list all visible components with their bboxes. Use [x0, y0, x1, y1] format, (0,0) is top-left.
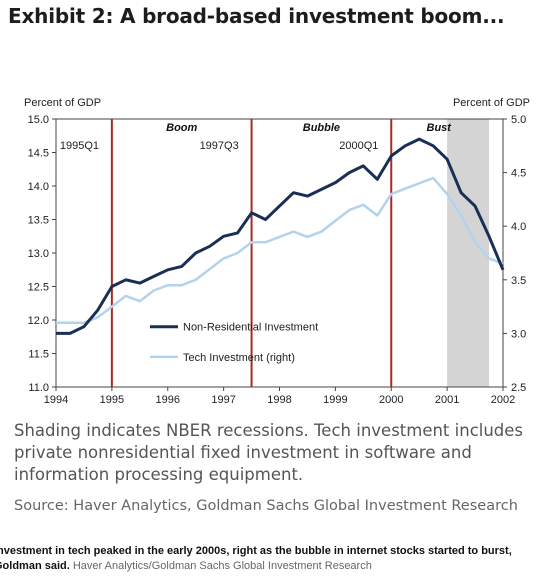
x-tick-label-1: 1995: [100, 394, 124, 406]
y-right-tick-label-0: 2.5: [511, 382, 526, 394]
y-right-tick-label-5: 5.0: [511, 114, 526, 126]
marker-label-0: 1995Q1: [60, 140, 99, 152]
y-right-tick-label-4: 4.5: [511, 168, 526, 180]
marker-label-1: 1997Q3: [200, 140, 239, 152]
legend-label-0: Non-Residential Investment: [183, 322, 318, 334]
investment-chart: 1995Q1 1997Q3 2000Q1 Boom Bubble Bust 1994 1995…: [24, 97, 530, 406]
y-left-tick-label-4: 13.0: [28, 248, 49, 260]
x-tick-label-8: 2002: [491, 394, 515, 406]
chart-source: Source: Haver Analytics, Goldman Sachs G…: [14, 498, 518, 514]
x-tick-label-2: 1996: [156, 394, 180, 406]
y-left-tick-label-6: 14.0: [28, 181, 49, 193]
caption-text: Investment in tech peaked in the early 2…: [0, 545, 512, 572]
x-tick-label-7: 2001: [435, 394, 459, 406]
exhibit-title: Exhibit 2: A broad-based investment boom…: [8, 4, 505, 28]
y-left-tick-label-3: 12.5: [28, 282, 49, 294]
y-right-tick-label-2: 3.5: [511, 275, 526, 287]
x-tick-label-5: 1999: [323, 394, 347, 406]
article-caption: Investment in tech peaked in the early 2…: [0, 544, 554, 574]
left-axis-label: Percent of GDP: [24, 97, 101, 109]
x-tick-label-3: 1997: [211, 394, 235, 406]
y-right-tick-label-3: 4.0: [511, 221, 526, 233]
tech-investment-line: [56, 176, 504, 324]
plot-frame: [55, 118, 504, 388]
legend-label-1: Tech Investment (right): [183, 352, 295, 364]
y-left-tick-label-1: 11.5: [28, 349, 49, 361]
phase-label-2: Bust: [427, 122, 453, 134]
marker-label-2: 2000Q1: [339, 140, 378, 152]
phase-label-0: Boom: [166, 122, 197, 134]
x-tick-label-6: 2000: [379, 394, 403, 406]
x-tick-label-0: 1994: [44, 394, 68, 406]
right-axis-label: Percent of GDP: [453, 97, 530, 109]
caption-credit: Haver Analytics/Goldman Sachs Global Inv…: [72, 560, 372, 572]
y-left-tick-label-0: 11.0: [28, 382, 49, 394]
phase-label-1: Bubble: [303, 122, 340, 134]
y-right-tick-label-1: 3.0: [511, 328, 526, 340]
recession-shading: [447, 119, 490, 387]
y-left-tick-label-5: 13.5: [28, 215, 49, 227]
y-left-tick-label-7: 14.5: [28, 148, 49, 160]
chart-note: Shading indicates NBER recessions. Tech …: [14, 421, 524, 484]
y-left-tick-label-2: 12.0: [28, 315, 49, 327]
nonresidential-investment-line: [56, 137, 505, 335]
x-tick-label-4: 1998: [267, 394, 291, 406]
y-left-tick-label-8: 15.0: [28, 114, 49, 126]
